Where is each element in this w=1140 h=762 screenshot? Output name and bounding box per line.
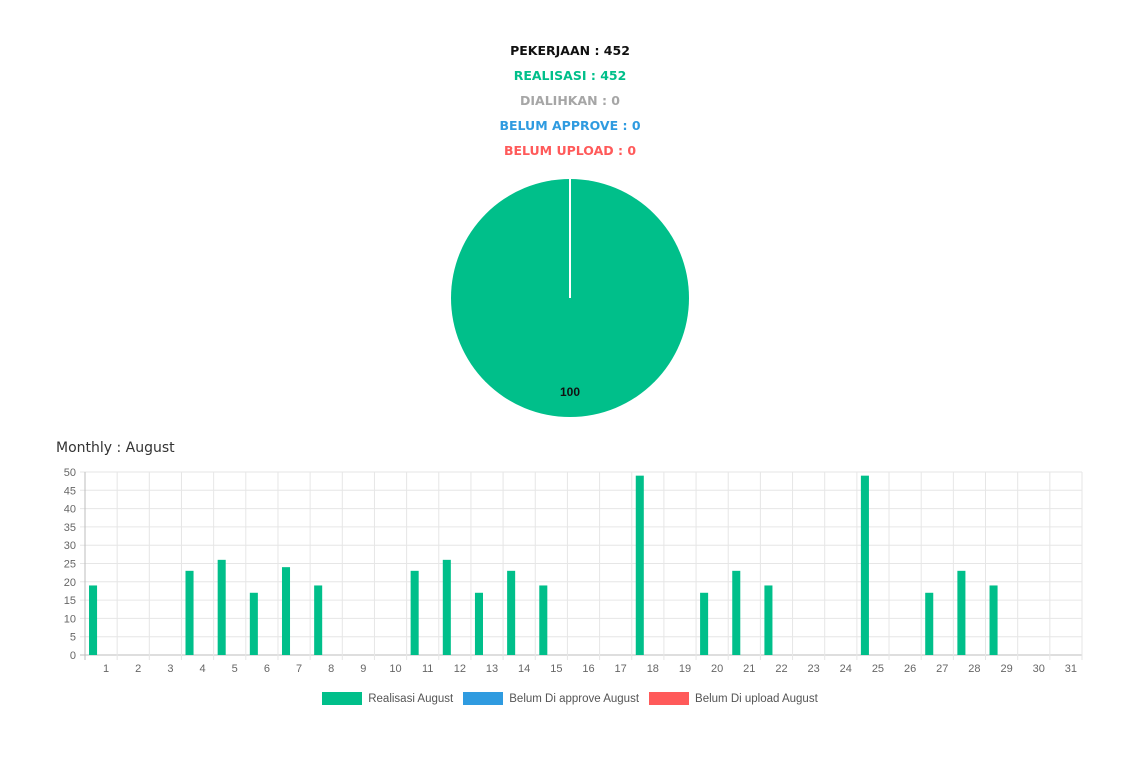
x-tick-label: 23 bbox=[808, 663, 820, 675]
bar[interactable] bbox=[89, 585, 98, 655]
bar[interactable] bbox=[217, 559, 226, 655]
pie-chart[interactable]: 100 bbox=[440, 170, 700, 430]
x-tick-label: 24 bbox=[840, 663, 852, 675]
x-tick-label: 18 bbox=[647, 663, 659, 675]
y-tick-label: 5 bbox=[70, 632, 76, 644]
x-tick-label: 6 bbox=[264, 663, 270, 675]
bar[interactable] bbox=[732, 570, 741, 655]
legend-item-belum-approve[interactable]: Belum Di approve August bbox=[463, 692, 639, 705]
x-tick-label: 7 bbox=[296, 663, 302, 675]
legend-swatch-realisasi bbox=[322, 692, 363, 705]
y-tick-label: 10 bbox=[64, 613, 76, 625]
bar[interactable] bbox=[925, 592, 934, 655]
y-tick-label: 20 bbox=[64, 577, 76, 589]
bar[interactable] bbox=[442, 559, 451, 655]
x-tick-label: 26 bbox=[904, 663, 916, 675]
x-tick-label: 8 bbox=[328, 663, 334, 675]
bar-chart-title: Monthly : August bbox=[56, 440, 175, 456]
x-tick-label: 9 bbox=[360, 663, 366, 675]
bar[interactable] bbox=[860, 475, 869, 655]
bar[interactable] bbox=[539, 585, 548, 655]
x-tick-label: 25 bbox=[872, 663, 884, 675]
legend-label-belum-approve: Belum Di approve August bbox=[509, 692, 640, 705]
bar[interactable] bbox=[764, 585, 773, 655]
x-tick-label: 2 bbox=[135, 663, 141, 675]
x-tick-label: 20 bbox=[711, 663, 723, 675]
x-tick-label: 19 bbox=[679, 663, 691, 675]
y-tick-label: 40 bbox=[64, 504, 76, 516]
bar[interactable] bbox=[700, 592, 709, 655]
dialihkan-total: DIALIHKAN : 0 bbox=[520, 93, 620, 108]
bar[interactable] bbox=[507, 570, 516, 655]
pekerjaan-total: PEKERJAAN : 452 bbox=[510, 43, 630, 58]
bar[interactable] bbox=[989, 585, 998, 655]
legend-swatch-belum-upload bbox=[649, 692, 690, 705]
belum-approve-total: BELUM APPROVE : 0 bbox=[499, 118, 641, 133]
y-tick-label: 30 bbox=[64, 540, 76, 552]
legend-swatch-belum-approve bbox=[463, 692, 504, 705]
y-tick-label: 35 bbox=[64, 522, 76, 534]
bar[interactable] bbox=[410, 570, 419, 655]
x-tick-label: 22 bbox=[775, 663, 787, 675]
x-tick-label: 13 bbox=[486, 663, 498, 675]
y-tick-label: 15 bbox=[64, 595, 76, 607]
pie-data-label: 100 bbox=[560, 385, 580, 399]
bar[interactable] bbox=[474, 592, 483, 655]
x-tick-label: 30 bbox=[1033, 663, 1045, 675]
legend-item-belum-upload[interactable]: Belum Di upload August bbox=[649, 692, 818, 705]
y-tick-label: 45 bbox=[64, 485, 76, 497]
y-tick-label: 50 bbox=[64, 467, 76, 479]
legend-label-realisasi: Realisasi August bbox=[368, 692, 454, 705]
legend-label-belum-upload: Belum Di upload August bbox=[695, 692, 818, 705]
y-tick-label: 0 bbox=[70, 650, 76, 662]
x-tick-label: 5 bbox=[232, 663, 238, 675]
realisasi-total: REALISASI : 452 bbox=[513, 68, 627, 83]
x-tick-label: 15 bbox=[550, 663, 562, 675]
x-tick-label: 12 bbox=[454, 663, 466, 675]
x-tick-label: 1 bbox=[103, 663, 109, 675]
x-tick-label: 28 bbox=[968, 663, 980, 675]
legend-item-realisasi[interactable]: Realisasi August bbox=[322, 692, 453, 705]
x-tick-label: 29 bbox=[1000, 663, 1012, 675]
y-tick-label: 25 bbox=[64, 559, 76, 571]
x-tick-label: 27 bbox=[936, 663, 948, 675]
x-tick-label: 17 bbox=[615, 663, 627, 675]
x-tick-label: 31 bbox=[1065, 663, 1077, 675]
bar[interactable] bbox=[314, 585, 323, 655]
bar[interactable] bbox=[635, 475, 644, 655]
x-tick-label: 16 bbox=[582, 663, 594, 675]
x-tick-label: 11 bbox=[422, 663, 433, 675]
x-tick-label: 21 bbox=[743, 663, 755, 675]
x-tick-label: 3 bbox=[167, 663, 173, 675]
x-tick-label: 10 bbox=[389, 663, 401, 675]
bar[interactable] bbox=[957, 570, 966, 655]
x-tick-label: 4 bbox=[200, 663, 206, 675]
bar-chart-legend: Realisasi August Belum Di approve August… bbox=[0, 692, 1140, 705]
bar[interactable] bbox=[281, 567, 291, 655]
bar[interactable] bbox=[249, 592, 258, 655]
x-tick-label: 14 bbox=[518, 663, 530, 675]
summary-panel: PEKERJAAN : 452 REALISASI : 452 DIALIHKA… bbox=[0, 40, 1140, 165]
bar[interactable] bbox=[185, 570, 194, 655]
belum-upload-total: BELUM UPLOAD : 0 bbox=[503, 143, 637, 158]
